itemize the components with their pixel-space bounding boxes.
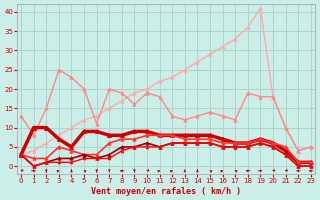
X-axis label: Vent moyen/en rafales ( km/h ): Vent moyen/en rafales ( km/h ) [91, 187, 241, 196]
